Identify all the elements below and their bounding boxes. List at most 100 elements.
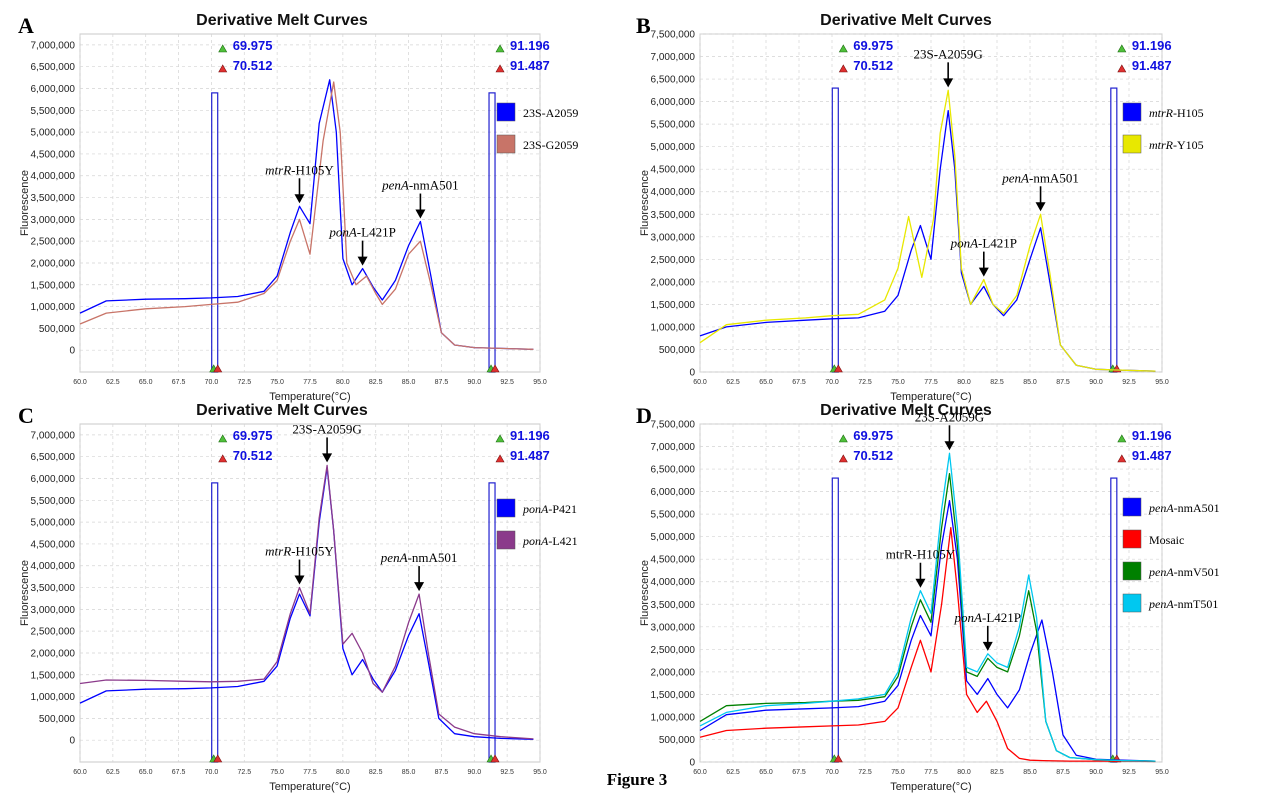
y-tick-label: 2,500,000 [31,237,76,248]
series-line-pena-nmv501 [699,472,1156,762]
legend-swatch [496,530,516,550]
annotation-mutation: 23S-A2059G [913,46,982,61]
left-upper-green-triangle-icon [218,44,228,53]
y-tick-label: 3,000,000 [31,605,76,616]
panel-letter: A [18,13,34,38]
legend-label: penA-nmT501 [1148,597,1218,611]
series-line-pena-nmt501 [699,452,1156,762]
legend-swatch [1122,529,1142,549]
annotation-mutation: 23S-A2059G [915,409,984,424]
right-marker-lower-value: 91.487 [1132,448,1172,463]
left-lower-red-triangle-icon [218,454,228,463]
y-tick-label: 6,000,000 [651,97,696,108]
y-tick-label: 6,500,000 [31,62,76,73]
y-tick-label: 0 [69,346,75,357]
right-lower-red-triangle-icon [1117,64,1127,73]
annotation-label: 23S-A2059G [915,409,984,424]
x-tick-label: 92.5 [500,769,514,776]
left-upper-green-triangle-icon [838,434,848,443]
y-tick-label: 7,000,000 [31,40,76,51]
y-axis-label: Fluorescence [19,170,31,236]
x-tick-label: 65.0 [759,379,773,386]
left-upper-green-triangle-icon [218,434,228,443]
annotation-arrow-head-icon [1035,202,1046,212]
y-tick-label: 4,000,000 [651,187,696,198]
annotation-mutation: -L421P [357,225,396,240]
x-tick-label: 70.0 [205,769,219,776]
figure-caption: Figure 3 [607,770,668,789]
x-tick-label: 75.0 [270,379,284,386]
y-axis-label: Fluorescence [639,560,651,626]
annotation-label: mtrR-H105Y [886,547,956,562]
x-tick-label: 67.5 [172,769,186,776]
legend-label: penA-nmV501 [1148,565,1220,579]
y-tick-label: 2,000,000 [31,258,76,269]
y-tick-label: 7,000,000 [31,430,76,441]
legend-variant: -nmA501 [1174,501,1220,515]
legend-variant: -H105 [1173,106,1204,120]
x-tick-label: 72.5 [858,769,872,776]
y-tick-label: 5,000,000 [31,128,76,139]
y-tick-label: 500,000 [39,714,76,725]
x-tick-label: 62.5 [726,379,740,386]
right-lower-red-triangle-icon [1117,454,1127,463]
x-tick-label: 75.0 [891,379,905,386]
annotation-mutation: -L421P [978,236,1017,251]
x-tick-label: 62.5 [106,379,120,386]
annotation-label: ponA-L421P [954,610,1021,625]
annotation-arrow-head-icon [414,582,425,592]
y-axis-label: Fluorescence [639,170,651,236]
y-tick-label: 5,500,000 [31,106,76,117]
x-tick-label: 77.5 [924,379,938,386]
legend-swatch [496,134,516,154]
panel-letter: D [636,403,652,428]
legend-gene-name: mtrR [1149,138,1174,152]
right-lower-red-triangle-icon [495,454,505,463]
right-marker-lower-value: 91.487 [1132,58,1172,73]
legend-variant: -nmT501 [1174,597,1219,611]
x-tick-label: 82.5 [369,379,383,386]
chart-panel-b: B Derivative Melt Curves 0 500,000 1,000,000… [636,12,1204,403]
annotation-label: penA-nmA501 [381,178,459,193]
y-tick-label: 4,000,000 [651,577,696,588]
y-tick-label: 5,000,000 [651,532,696,543]
x-tick-label: 67.5 [172,379,186,386]
x-tick-label: 87.5 [435,379,449,386]
annotation-gene-name: mtrR [265,162,291,177]
right-upper-green-triangle-icon [1117,44,1127,53]
y-tick-label: 500,000 [659,345,696,356]
left-marker-upper-value: 69.975 [233,428,273,443]
y-tick-label: 2,000,000 [651,277,696,288]
annotation-mutation: -L421P [982,610,1021,625]
chart-title: Derivative Melt Curves [196,12,368,29]
y-axis-label: Fluorescence [19,560,31,626]
legend-label: ponA-L421 [522,534,578,548]
x-tick-label: 60.0 [693,379,707,386]
y-tick-label: 7,000,000 [651,442,696,453]
y-tick-label: 6,000,000 [31,84,76,95]
legend-swatch [1122,593,1142,613]
legend-swatch [1122,134,1142,154]
y-tick-label: 3,500,000 [31,583,76,594]
x-tick-label: 95.0 [1155,379,1169,386]
x-tick-label: 67.5 [792,769,806,776]
left-marker-bar [211,92,219,373]
left-marker-lower-value: 70.512 [233,448,273,463]
x-tick-label: 85.0 [1023,379,1037,386]
y-tick-label: 500,000 [659,735,696,746]
y-tick-label: 3,500,000 [651,600,696,611]
left-marker-upper-value: 69.975 [233,38,273,53]
y-tick-label: 2,000,000 [31,648,76,659]
x-tick-label: 72.5 [237,769,251,776]
x-tick-label: 90.0 [1089,379,1103,386]
x-axis-label: Temperature(°C) [890,391,971,403]
annotation-arrow-head-icon [982,641,993,651]
y-tick-label: 3,000,000 [31,215,76,226]
annotation-arrow-head-icon [978,267,989,277]
x-tick-label: 60.0 [73,379,87,386]
left-lower-red-triangle-icon [218,64,228,73]
left-lower-red-triangle-icon [838,64,848,73]
annotation-arrow-head-icon [357,256,368,266]
y-tick-label: 6,500,000 [651,465,696,476]
annotation-arrow-head-icon [294,575,305,585]
